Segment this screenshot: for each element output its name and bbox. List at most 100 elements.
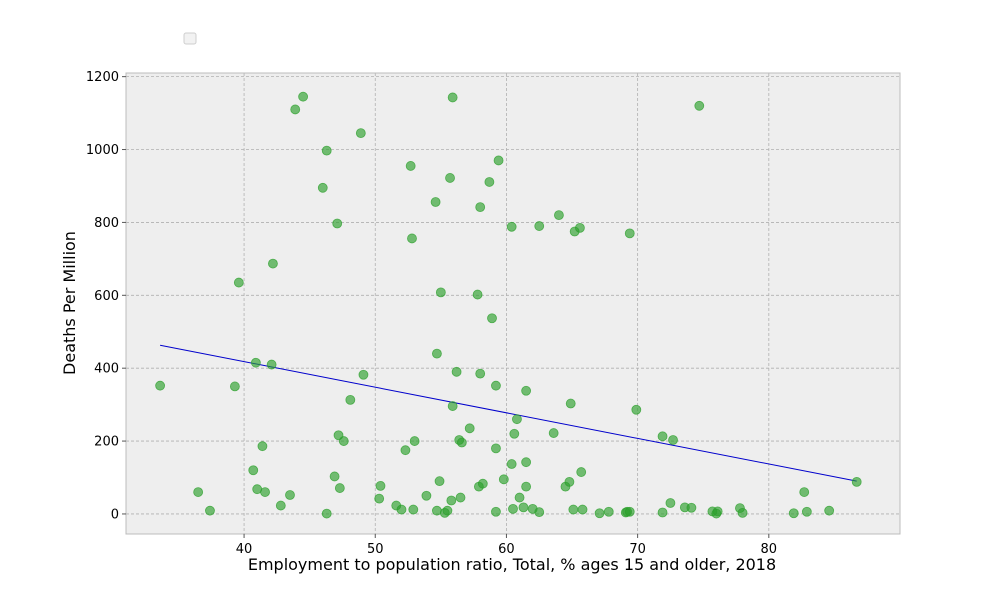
data-point — [575, 222, 585, 233]
y-tick-label: 1200 — [86, 70, 119, 85]
data-point — [624, 506, 635, 517]
data-point — [824, 505, 835, 516]
data-point — [518, 502, 529, 513]
data-point — [435, 287, 446, 298]
data-point — [321, 145, 332, 156]
data-point — [374, 493, 385, 504]
data-point — [521, 481, 532, 492]
grid-lines — [126, 73, 900, 534]
x-axis-label: Employment to population ratio, Total, %… — [248, 555, 776, 574]
data-point — [668, 435, 678, 445]
data-point — [451, 366, 462, 377]
data-point — [477, 478, 488, 489]
data-point — [447, 401, 458, 411]
data-point — [509, 428, 520, 439]
data-point — [554, 210, 564, 221]
data-point — [250, 357, 261, 368]
data-point — [631, 404, 642, 415]
data-point — [408, 504, 419, 515]
data-point — [257, 441, 268, 452]
data-point — [260, 487, 270, 497]
data-point — [400, 445, 411, 456]
data-point — [712, 506, 723, 517]
trend-line — [160, 344, 857, 482]
data-point — [737, 507, 748, 518]
data-point — [487, 313, 497, 324]
x-axis-ticks: 40 50 60 70 80 — [236, 534, 777, 557]
data-point — [229, 381, 240, 392]
data-point — [345, 394, 356, 405]
data-point — [577, 504, 588, 515]
x-tick-label: 40 — [236, 542, 253, 557]
data-point — [801, 506, 812, 517]
x-tick-label: 60 — [498, 542, 515, 557]
data-point — [788, 508, 799, 519]
data-point — [594, 508, 605, 519]
data-point — [405, 161, 416, 171]
data-point — [514, 492, 525, 503]
data-point — [375, 480, 386, 491]
data-point — [455, 492, 466, 503]
y-tick-label: 200 — [94, 435, 119, 450]
data-point — [851, 476, 862, 487]
plot-frame — [125, 72, 901, 535]
data-point — [665, 498, 676, 508]
data-point — [521, 385, 532, 396]
data-point — [464, 423, 475, 434]
data-point — [285, 490, 295, 500]
data-point — [484, 177, 495, 187]
data-point — [266, 359, 277, 370]
data-point — [248, 465, 259, 476]
data-point — [534, 507, 545, 518]
data-point — [193, 487, 204, 497]
data-point — [268, 258, 278, 269]
data-point — [456, 437, 467, 448]
data-point — [512, 414, 522, 425]
data-point — [355, 128, 366, 139]
legend-box — [183, 32, 197, 45]
data-point — [491, 443, 501, 454]
data-point — [334, 483, 345, 493]
data-point — [447, 92, 458, 103]
data-point — [491, 506, 501, 517]
data-point — [155, 380, 166, 391]
data-point — [534, 221, 545, 231]
data-point — [657, 507, 668, 518]
x-tick-label: 80 — [761, 542, 778, 557]
data-point — [396, 504, 407, 515]
data-point — [491, 380, 501, 391]
data-point — [445, 173, 455, 183]
data-point — [442, 505, 453, 516]
y-axis-label: Deaths Per Million — [60, 231, 79, 375]
y-tick-label: 400 — [94, 362, 119, 377]
data-point — [434, 476, 445, 487]
trend-line-layer — [160, 344, 857, 482]
data-point — [576, 467, 587, 477]
data-point — [432, 348, 442, 359]
data-point — [568, 504, 579, 515]
data-point — [329, 471, 340, 482]
data-point — [275, 500, 286, 511]
data-points — [155, 91, 862, 519]
x-tick-label: 50 — [367, 542, 384, 557]
data-point — [624, 228, 635, 239]
y-axis-ticks: 0 200 400 600 800 1000 1200 — [86, 70, 126, 522]
data-point — [205, 505, 215, 516]
data-point — [409, 436, 420, 446]
data-point — [430, 197, 441, 207]
data-point — [565, 398, 576, 409]
data-point — [694, 100, 705, 111]
y-tick-label: 600 — [94, 289, 119, 304]
data-point — [338, 436, 349, 446]
data-point — [506, 459, 517, 469]
data-point — [317, 182, 328, 193]
x-tick-label: 70 — [629, 542, 646, 557]
data-point — [603, 506, 614, 517]
data-point — [657, 431, 668, 442]
y-tick-label: 1000 — [86, 143, 119, 158]
data-point — [290, 104, 301, 115]
data-point — [321, 508, 332, 519]
data-point — [421, 490, 432, 501]
data-point — [799, 487, 810, 497]
